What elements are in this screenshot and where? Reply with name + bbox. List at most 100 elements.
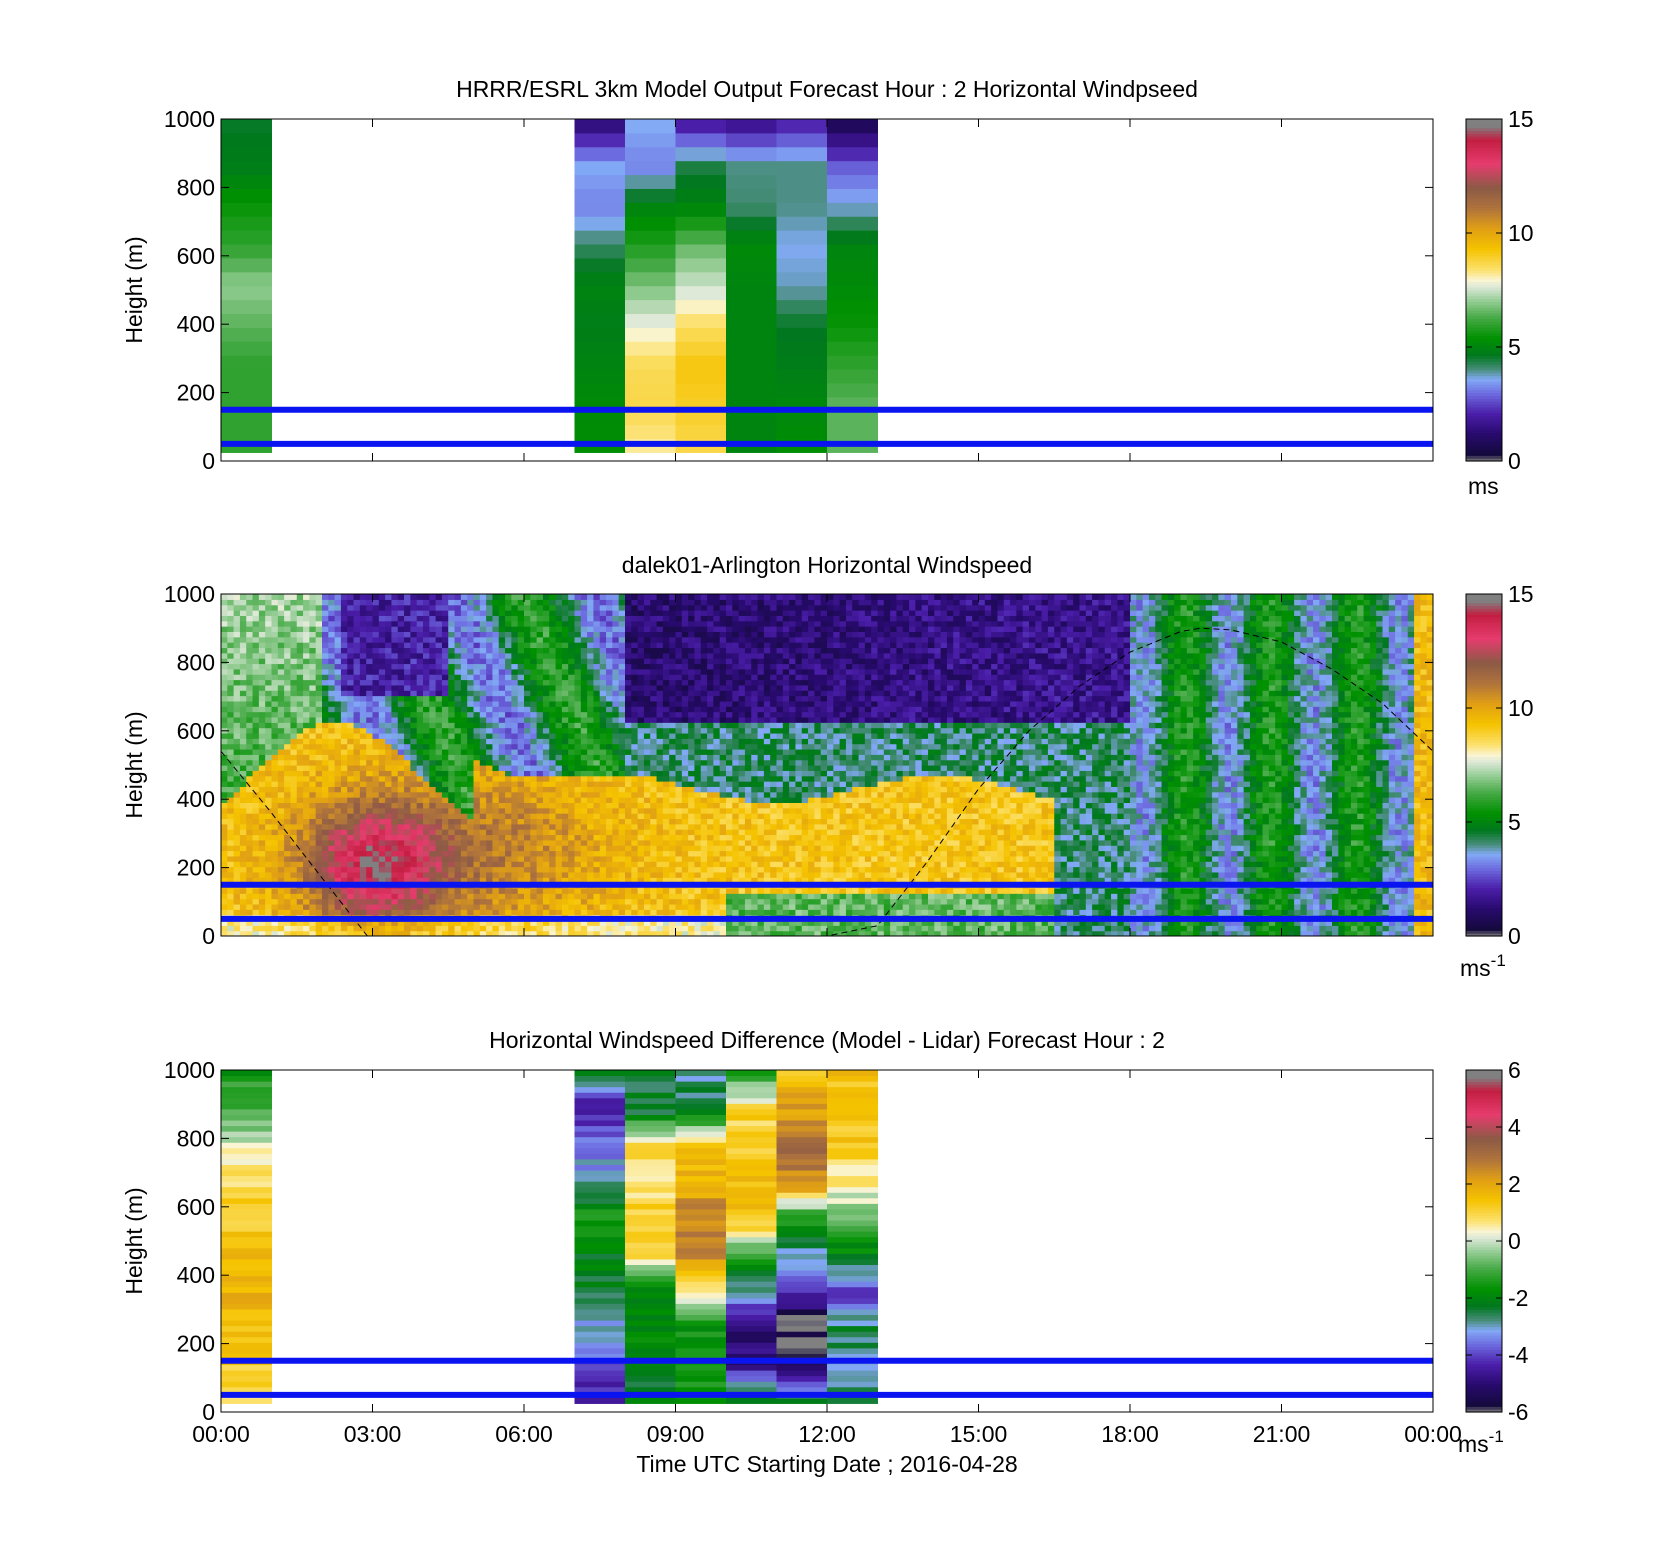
heatmap-cell — [271, 850, 279, 857]
heatmap-cell — [618, 668, 626, 675]
heatmap-cell — [656, 807, 664, 814]
heatmap-cell — [309, 781, 317, 787]
heatmap-cell — [612, 802, 620, 809]
heatmap-cell — [296, 797, 304, 804]
heatmap-cell — [328, 850, 336, 857]
heatmap-cell — [454, 663, 462, 670]
heatmap-cell — [612, 930, 620, 936]
heatmap-cell — [631, 770, 639, 777]
heatmap-cell — [530, 716, 538, 723]
heatmap-cell — [404, 738, 411, 745]
heatmap-cell — [587, 909, 595, 916]
heatmap-cell — [397, 658, 405, 665]
heatmap-cell — [410, 813, 418, 820]
heatmap-cell — [511, 738, 519, 745]
heatmap-cell — [359, 690, 367, 697]
heatmap-cell — [441, 668, 449, 675]
heatmap-cell — [423, 716, 430, 723]
heatmap-cell — [726, 244, 777, 259]
heatmap-cell — [359, 663, 367, 670]
heatmap-cell — [498, 791, 506, 798]
heatmap-cell — [454, 930, 462, 936]
heatmap-cell — [309, 647, 317, 654]
heatmap-cell — [618, 877, 626, 884]
heatmap-cell — [315, 770, 323, 777]
heatmap-cell — [625, 160, 676, 176]
heatmap-cell — [612, 807, 620, 814]
heatmap-cell — [227, 615, 235, 622]
heatmap-cell — [347, 647, 355, 654]
heatmap-cell — [593, 652, 601, 659]
heatmap-cell — [252, 775, 260, 782]
heatmap-cell — [473, 663, 481, 670]
heatmap-cell — [549, 722, 557, 729]
heatmap-cell — [511, 663, 519, 670]
heatmap-cell — [404, 786, 411, 793]
heatmap-cell — [359, 684, 367, 691]
heatmap-cell — [467, 903, 475, 910]
heatmap-cell — [454, 839, 462, 846]
heatmap-cell — [460, 919, 468, 926]
heatmap-cell — [625, 188, 676, 203]
heatmap-cell — [637, 834, 645, 841]
y-tick-label: 400 — [177, 311, 215, 337]
heatmap-cell — [246, 887, 254, 894]
heatmap-cell — [322, 668, 329, 675]
heatmap-cell — [669, 802, 677, 809]
heatmap-cell — [340, 887, 348, 894]
heatmap-cell — [252, 668, 260, 675]
heatmap-cell — [378, 781, 386, 787]
heatmap-cell — [505, 663, 512, 670]
heatmap-cell — [486, 732, 494, 739]
heatmap-cell — [479, 700, 487, 707]
heatmap-cell — [296, 909, 304, 916]
heatmap-cell — [340, 791, 348, 798]
heatmap-cell — [227, 893, 235, 900]
heatmap-cell — [593, 877, 601, 884]
heatmap-cell — [378, 658, 386, 665]
heatmap-cell — [612, 636, 620, 643]
heatmap-cell — [555, 674, 563, 681]
heatmap-cell — [284, 802, 292, 809]
heatmap-cell — [656, 690, 664, 697]
heatmap-cell — [322, 930, 329, 936]
heatmap-cell — [397, 594, 405, 600]
heatmap-cell — [618, 636, 626, 643]
heatmap-cell — [505, 620, 512, 627]
heatmap-cell — [675, 727, 683, 734]
colorbar-segment — [1466, 364, 1502, 368]
heatmap-cell — [486, 930, 494, 936]
heatmap-cell — [416, 791, 424, 798]
heatmap-cell — [246, 850, 254, 857]
heatmap-cell — [574, 770, 582, 777]
heatmap-cell — [511, 839, 519, 846]
heatmap-cell — [612, 781, 620, 787]
heatmap-cell — [612, 903, 620, 910]
heatmap-cell — [467, 802, 475, 809]
heatmap-cell — [517, 839, 525, 846]
heatmap-cell — [606, 903, 613, 910]
heatmap-cell — [505, 781, 512, 787]
heatmap-cell — [303, 813, 310, 820]
heatmap-cell — [776, 299, 828, 315]
heatmap-cell — [460, 871, 468, 878]
heatmap-cell — [334, 626, 342, 633]
heatmap-cell — [315, 663, 323, 670]
heatmap-cell — [517, 791, 525, 798]
heatmap-cell — [353, 711, 361, 718]
heatmap-cell — [599, 887, 607, 894]
heatmap-cell — [612, 716, 620, 723]
heatmap-cell — [227, 765, 235, 771]
heatmap-cell — [536, 716, 544, 723]
heatmap-cell — [265, 855, 273, 862]
heatmap-cell — [517, 823, 525, 830]
heatmap-cell — [631, 925, 639, 932]
heatmap-cell — [265, 759, 273, 766]
heatmap-cell — [227, 813, 235, 820]
heatmap-cell — [391, 887, 399, 894]
heatmap-cell — [479, 615, 487, 622]
heatmap-cell — [625, 695, 632, 702]
heatmap-cell — [625, 684, 632, 691]
heatmap-cell — [391, 893, 399, 900]
heatmap-cell — [662, 770, 670, 777]
